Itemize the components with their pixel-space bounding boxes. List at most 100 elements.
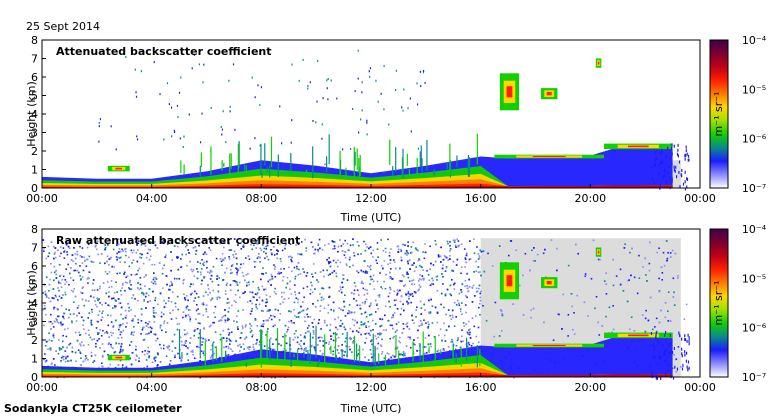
heatmap-cell bbox=[250, 329, 253, 332]
heatmap-cell bbox=[50, 263, 52, 265]
heatmap-cell bbox=[273, 316, 276, 318]
heatmap-cell bbox=[192, 351, 194, 353]
heatmap-cell bbox=[179, 336, 182, 339]
heatmap-cell bbox=[120, 256, 122, 259]
heatmap-cell bbox=[666, 257, 669, 260]
heatmap-cell bbox=[688, 336, 690, 340]
heatmap-cell bbox=[365, 337, 368, 340]
heatmap-cell bbox=[372, 280, 375, 283]
heatmap-cell bbox=[353, 324, 355, 327]
heatmap-cell bbox=[369, 75, 371, 78]
heatmap-cell bbox=[444, 340, 447, 342]
heatmap-cell bbox=[370, 278, 372, 281]
heatmap-cell bbox=[176, 323, 179, 326]
heatmap-cell bbox=[399, 313, 402, 316]
heatmap-cell bbox=[120, 336, 123, 339]
heatmap-cell bbox=[319, 340, 321, 342]
heatmap-cell bbox=[671, 249, 674, 252]
heatmap-cell bbox=[111, 297, 113, 300]
heatmap-cell bbox=[411, 314, 413, 317]
heatmap-cell bbox=[427, 343, 430, 346]
heatmap-cell bbox=[85, 357, 88, 359]
heatmap-cell bbox=[644, 257, 647, 260]
heatmap-cell bbox=[686, 177, 688, 181]
heatmap-cell bbox=[278, 272, 281, 275]
heatmap-cell bbox=[229, 110, 231, 113]
heatmap-cell bbox=[264, 288, 267, 290]
heatmap-cell bbox=[154, 244, 157, 247]
heatmap-cell bbox=[167, 347, 169, 349]
heatmap-cell bbox=[254, 137, 256, 140]
heatmap-cell bbox=[687, 158, 689, 162]
heatmap-cell bbox=[222, 258, 225, 261]
heatmap-cell bbox=[669, 342, 672, 346]
heatmap-cell bbox=[333, 241, 336, 243]
heatmap-cell bbox=[353, 282, 356, 284]
heatmap-cell bbox=[672, 376, 675, 380]
heatmap-cell bbox=[277, 250, 279, 252]
heatmap-cell bbox=[176, 257, 179, 259]
heatmap-cell bbox=[147, 346, 149, 349]
heatmap-cell bbox=[108, 286, 111, 289]
heatmap-cell bbox=[120, 239, 123, 241]
heatmap-cell bbox=[176, 328, 179, 331]
heatmap-cell bbox=[124, 261, 126, 264]
heatmap-cell bbox=[407, 107, 409, 110]
heatmap-cell bbox=[319, 271, 322, 273]
heatmap-cell bbox=[418, 325, 421, 327]
heatmap-cell bbox=[279, 258, 282, 260]
heatmap-cell bbox=[368, 325, 370, 328]
heatmap-cell bbox=[364, 333, 367, 335]
heatmap-cell bbox=[633, 330, 636, 332]
heatmap-cell bbox=[310, 281, 312, 284]
heatmap-cell bbox=[340, 325, 342, 327]
heatmap-cell bbox=[394, 267, 397, 270]
heatmap-cell bbox=[333, 245, 336, 247]
heatmap-cell bbox=[251, 291, 254, 294]
heatmap-cell bbox=[76, 314, 78, 317]
heatmap-cell bbox=[396, 289, 399, 291]
heatmap-cell bbox=[337, 316, 340, 319]
heatmap-cell bbox=[329, 323, 332, 326]
heatmap-cell bbox=[667, 291, 670, 294]
heatmap-cell bbox=[342, 278, 345, 280]
heatmap-cell bbox=[280, 291, 283, 294]
heatmap-cell bbox=[233, 300, 236, 302]
heatmap-cell bbox=[418, 259, 421, 261]
heatmap-cell bbox=[513, 376, 515, 379]
heatmap-cell bbox=[273, 254, 276, 256]
heatmap-cell bbox=[133, 331, 135, 333]
heatmap-cell bbox=[685, 145, 687, 149]
heatmap-cell bbox=[338, 307, 341, 309]
heatmap-cell bbox=[428, 334, 430, 337]
heatmap-cell bbox=[163, 306, 166, 308]
heatmap-cell bbox=[161, 287, 164, 289]
heatmap-cell bbox=[262, 267, 264, 269]
heatmap-cell bbox=[282, 279, 284, 282]
heatmap-cell bbox=[475, 287, 478, 290]
heatmap-cell bbox=[180, 360, 182, 362]
heatmap-cell bbox=[322, 344, 325, 347]
heatmap-cell bbox=[49, 313, 52, 316]
heatmap-cell bbox=[349, 256, 351, 259]
heatmap-cell bbox=[270, 252, 273, 254]
heatmap-cell bbox=[332, 309, 335, 312]
heatmap-cell bbox=[682, 363, 684, 367]
heatmap-cell bbox=[258, 303, 261, 306]
heatmap-cell bbox=[410, 251, 413, 254]
heatmap-cell bbox=[622, 290, 625, 292]
heatmap-cell bbox=[405, 323, 407, 326]
heatmap-cell bbox=[412, 352, 415, 355]
heatmap-cell bbox=[64, 249, 66, 252]
heatmap-cell bbox=[236, 271, 238, 274]
heatmap-cell bbox=[169, 312, 171, 314]
heatmap-cell bbox=[106, 255, 109, 257]
heatmap-cell bbox=[358, 244, 360, 247]
heatmap-cell bbox=[383, 108, 385, 111]
heatmap-cell bbox=[149, 255, 152, 258]
heatmap-cell bbox=[226, 317, 229, 320]
heatmap-cell bbox=[58, 263, 61, 266]
heatmap-cell bbox=[160, 311, 163, 314]
heatmap-cell bbox=[416, 82, 418, 85]
heatmap-cell bbox=[445, 256, 448, 259]
